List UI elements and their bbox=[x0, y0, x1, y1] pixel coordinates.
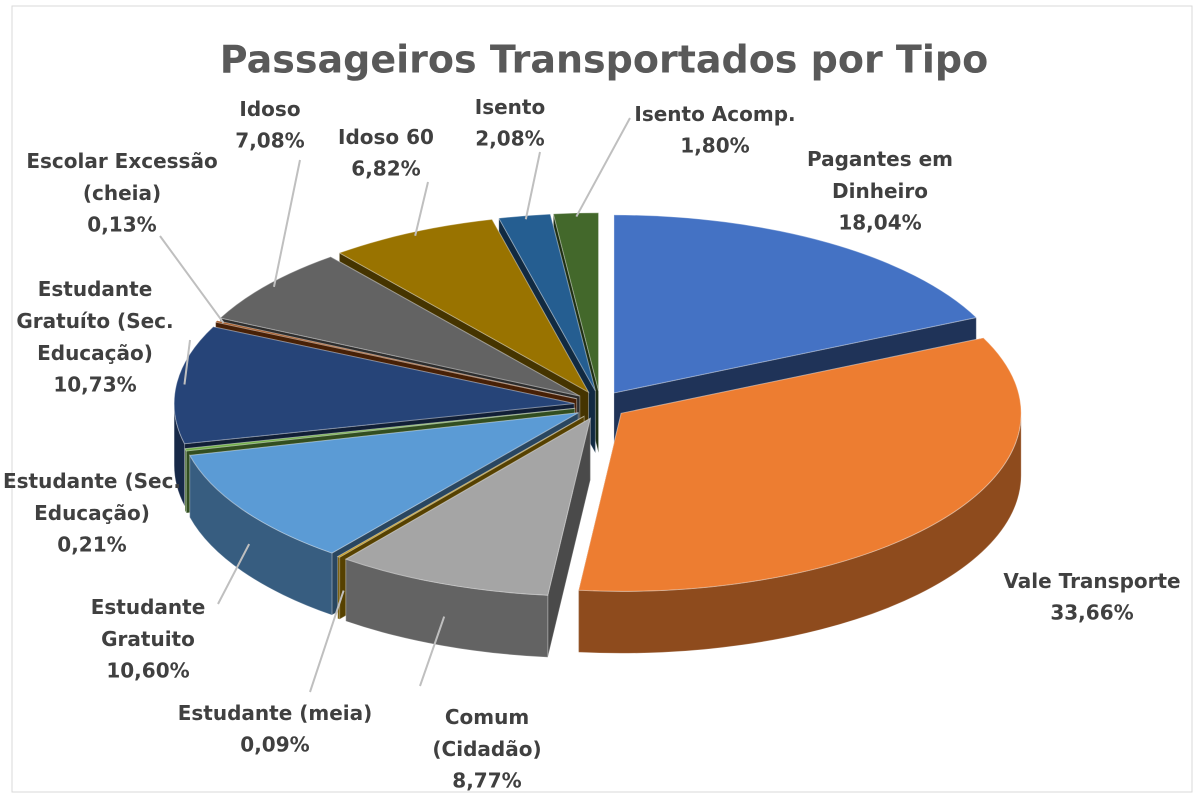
leader-line bbox=[575, 117, 631, 218]
chart-title: Passageiros Transportados por Tipo bbox=[220, 38, 988, 82]
leader-line bbox=[217, 543, 251, 605]
slice bbox=[214, 320, 577, 400]
category-label: Estudante Gratuíto (Sec. Educação) bbox=[16, 277, 173, 365]
category-label: Pagantes em Dinheiro bbox=[807, 147, 953, 203]
slice bbox=[613, 214, 978, 394]
slice bbox=[184, 407, 575, 452]
slice bbox=[344, 417, 592, 596]
category-label: Estudante Gratuito bbox=[91, 595, 206, 651]
value-label: 1,80% bbox=[680, 134, 749, 158]
value-label: 0,21% bbox=[57, 533, 126, 557]
value-label: 18,04% bbox=[838, 211, 921, 235]
category-label: Idoso 60 bbox=[338, 125, 434, 149]
leader-line bbox=[159, 235, 225, 324]
category-label: Estudante (meia) bbox=[178, 701, 373, 725]
value-label: 6,82% bbox=[351, 157, 420, 181]
slice bbox=[338, 218, 590, 394]
slice bbox=[498, 213, 596, 392]
slice bbox=[552, 212, 600, 391]
category-label: Idoso bbox=[239, 97, 300, 121]
value-label: 2,08% bbox=[475, 127, 544, 151]
value-label: 33,66% bbox=[1050, 601, 1133, 625]
slice bbox=[336, 415, 585, 558]
category-label: Isento Acomp. bbox=[634, 102, 795, 126]
category-label: Vale Transporte bbox=[1003, 569, 1180, 593]
value-label: 10,73% bbox=[53, 373, 136, 397]
leader-line bbox=[272, 159, 301, 288]
category-label: Escolar Excessão (cheia) bbox=[26, 149, 217, 205]
slice-side bbox=[184, 448, 187, 515]
leader-line bbox=[309, 590, 345, 693]
leader-line bbox=[183, 339, 191, 385]
value-label: 10,60% bbox=[106, 659, 189, 683]
slice bbox=[189, 412, 579, 554]
leader-line bbox=[414, 181, 429, 236]
leader-line bbox=[419, 616, 446, 687]
category-label: Estudante (Sec. Educação) bbox=[3, 469, 181, 525]
value-label: 7,08% bbox=[235, 129, 304, 153]
value-label: 8,77% bbox=[452, 769, 521, 793]
value-label: 0,13% bbox=[87, 213, 156, 237]
category-label: Isento bbox=[475, 95, 545, 119]
leader-line bbox=[524, 151, 541, 220]
slice bbox=[219, 256, 580, 397]
value-label: 0,09% bbox=[240, 733, 309, 757]
slice bbox=[578, 337, 1022, 592]
slice bbox=[173, 326, 575, 445]
category-label: Comum (Cidadão) bbox=[432, 705, 541, 761]
